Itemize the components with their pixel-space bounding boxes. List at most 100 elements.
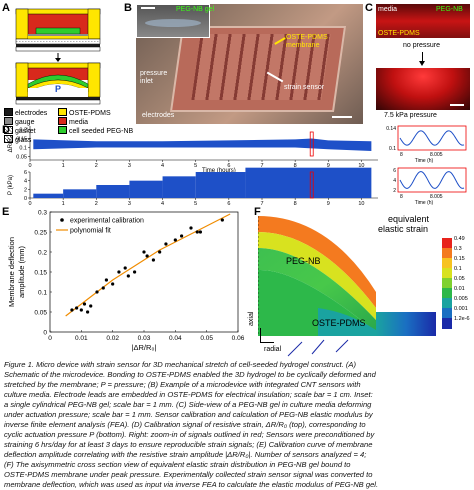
e-data-point: [158, 250, 162, 254]
colorbar-tick-label: 1.2e-6: [454, 316, 470, 322]
d-bot-xtick-label: 3: [128, 201, 131, 206]
e-data-point: [173, 238, 177, 242]
panel-d-label: D: [2, 124, 10, 136]
d-top-xtick-label: 2: [95, 163, 98, 169]
d-top-xtick-label: 10: [358, 163, 364, 169]
e-data-point: [123, 266, 127, 270]
e-xtick-label: 0.05: [200, 335, 213, 342]
e-data-point: [126, 274, 130, 278]
d-bot-xtick-label: 2: [95, 201, 98, 206]
d-top-ytick-label: 0.2: [19, 128, 27, 134]
d-bot-ytick-label: 2: [24, 187, 27, 193]
legend-swatch: [4, 126, 13, 134]
c-arrow: [422, 52, 423, 62]
legend-label: OSTE-PDMS: [69, 110, 111, 117]
colorbar-tick-label: 0.001: [454, 306, 468, 312]
d-top-ytick-label: 0.15: [16, 137, 27, 143]
e-data-point: [195, 230, 199, 234]
e-ylabel-line2: amplitude (mm): [17, 245, 26, 298]
e-data-point: [142, 250, 146, 254]
e-ytick-label: 0.2: [38, 250, 47, 257]
d-inset-top-xtick-label: 8.005: [430, 152, 443, 158]
d-top-xtick-label: 4: [161, 163, 164, 169]
d-top-ytick-label: 0.05: [16, 154, 27, 160]
e-data-point: [164, 242, 168, 246]
e-data-point: [101, 286, 105, 290]
e-xtick-label: 0.03: [138, 335, 151, 342]
e-data-point: [117, 270, 121, 274]
e-data-point: [189, 226, 193, 230]
colorbar-tick-label: 0.49: [454, 236, 465, 242]
colorbar-swatch: [442, 288, 452, 299]
d-pressure-bar: [245, 167, 372, 198]
d-top-xtick-label: 6: [227, 163, 230, 169]
legend-swatch: [58, 117, 67, 125]
d-inset-bot-ytick-label: 6: [393, 168, 396, 174]
panel-f-fea: [258, 216, 436, 357]
e-xlabel: |ΔR/R₀|: [132, 343, 157, 352]
caption-line: Schematic of the microdevice. Bonding to…: [4, 370, 376, 379]
device-relaxed: [15, 8, 101, 52]
d-pressure-bar: [162, 176, 196, 198]
e-xtick-label: 0.06: [232, 335, 245, 342]
legend-label: glass: [15, 137, 32, 144]
f-axis-h: [260, 342, 274, 343]
d-inset-top-frame: [397, 125, 467, 151]
legend-swatch: [4, 135, 13, 143]
e-ylabel-line1: Membrane deflection: [7, 237, 16, 307]
d-pressure-bar: [33, 193, 64, 198]
legend-swatch: [4, 117, 13, 125]
e-data-point: [79, 308, 83, 312]
caption-line: cyclic actuation pressure P (bottom). Ri…: [4, 430, 375, 439]
d-bot-xtick-label: 5: [194, 201, 197, 206]
panel-e-chart: 0 0.01 0.02 0.03 0.04 0.05 0.06 0 0.05 0.1 0.15 0.2…: [7, 210, 245, 353]
colorbar-swatch: [442, 268, 452, 279]
d-bot-xtick-label: 6: [227, 201, 230, 206]
transition-arrow: [55, 53, 61, 62]
d-top-xtick-label: 8: [294, 163, 297, 169]
d-top-ylabel: ΔR/R₀: [8, 135, 14, 152]
legend-label: gasket: [15, 128, 36, 135]
panel-c-pressure-image: [376, 68, 470, 110]
e-data-point: [151, 258, 155, 262]
e-ytick-label: 0.05: [34, 310, 47, 317]
e-data-point: [145, 254, 149, 258]
d-top-xtick-label: 0: [28, 163, 31, 169]
colorbar-tick-label: 0.05: [454, 276, 465, 282]
e-data-point: [95, 290, 99, 294]
d-bot-ytick-label: 0: [24, 196, 27, 202]
e-legend-point-marker: [60, 218, 64, 222]
legend-label: media: [69, 119, 89, 126]
e-data-point: [70, 308, 74, 312]
caption-line: under actuation pressure; scale bar = 1 …: [4, 410, 373, 419]
colorbar-tick-label: 0.3: [454, 246, 462, 252]
legend-item: gasket: [4, 126, 36, 136]
e-xtick-label: 0.01: [75, 335, 88, 342]
e-ytick-label: 0: [43, 330, 47, 337]
caption-line: stretched by the membrane; P = pressure;…: [4, 380, 361, 389]
media-label: media: [378, 6, 398, 13]
d-top-ytick-label: 0.1: [19, 145, 27, 151]
c-peg-nb-label: PEG-NB: [436, 6, 463, 13]
colorbar-swatch: [442, 298, 452, 309]
d-inset-top-xlabel: Time (h): [415, 158, 434, 164]
e-data-point: [86, 310, 90, 314]
colorbar-tick-label: 0.15: [454, 256, 465, 262]
panel-a-label: A: [2, 2, 10, 14]
e-data-point: [75, 306, 79, 310]
d-inset-bot-xlabel: Time (h): [415, 200, 434, 206]
d-inset-bot-trace: [399, 171, 465, 189]
legend-swatch: [4, 108, 13, 116]
e-ytick-label: 0.1: [38, 290, 47, 297]
e-data-point: [82, 302, 87, 306]
panel-b-label: B: [124, 2, 132, 14]
d-top-xtick-label: 9: [327, 163, 330, 169]
d-inset-top-ytick-label: 0.14: [386, 126, 396, 132]
colorbar-tick-label: 0.1: [454, 266, 462, 272]
legend-label: cell seeded PEG-NB: [69, 128, 134, 135]
strain-sensor-label: strain sensor: [284, 84, 325, 91]
e-data-point: [104, 278, 108, 282]
f-title-line1: equivalent: [388, 214, 430, 224]
e-xtick-label: 0: [48, 335, 52, 342]
d-inset-top-ytick-label: 0.1: [389, 146, 396, 152]
